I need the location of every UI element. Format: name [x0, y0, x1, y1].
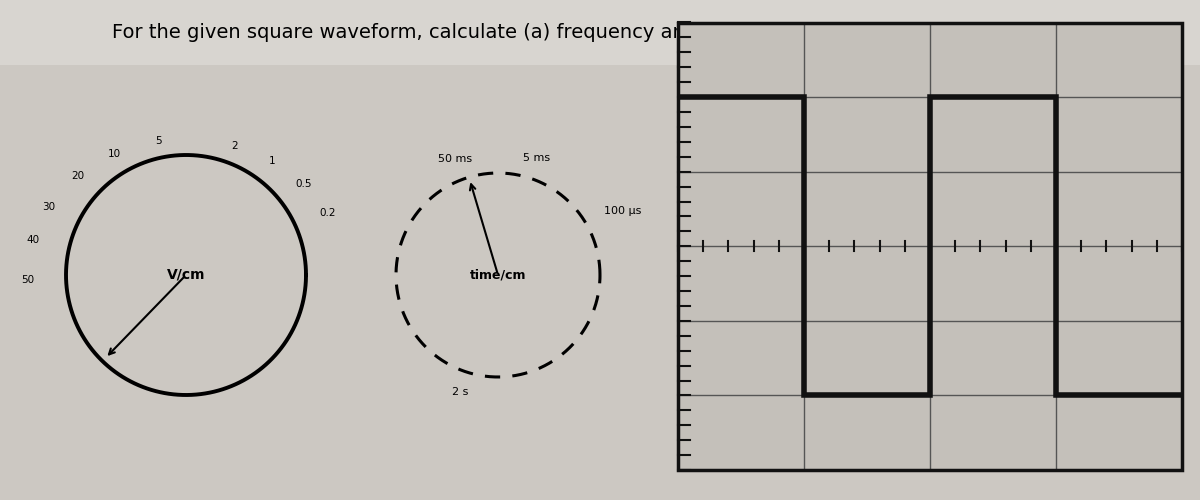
Text: 50: 50 — [22, 274, 35, 284]
Text: 1: 1 — [269, 156, 276, 166]
Text: 5: 5 — [155, 136, 162, 146]
Text: 10: 10 — [108, 149, 121, 159]
Text: 50 ms: 50 ms — [438, 154, 472, 164]
Text: 2: 2 — [232, 140, 239, 150]
Bar — [0, 0, 1200, 65]
Text: 40: 40 — [26, 235, 40, 245]
Text: 20: 20 — [72, 170, 84, 180]
Text: 5 ms: 5 ms — [523, 153, 550, 163]
Text: 30: 30 — [42, 202, 55, 212]
Text: time/cm: time/cm — [469, 268, 527, 281]
Text: V/cm: V/cm — [167, 268, 205, 282]
Bar — [678, 22, 1182, 470]
Text: For the given square waveform, calculate (a) frequency and (b) magnitude.: For the given square waveform, calculate… — [112, 23, 848, 42]
Text: 100 μs: 100 μs — [605, 206, 642, 216]
Text: 0.5: 0.5 — [295, 179, 312, 189]
Text: 0.2: 0.2 — [319, 208, 335, 218]
Bar — [678, 22, 1182, 470]
Text: 2 s: 2 s — [451, 387, 468, 397]
